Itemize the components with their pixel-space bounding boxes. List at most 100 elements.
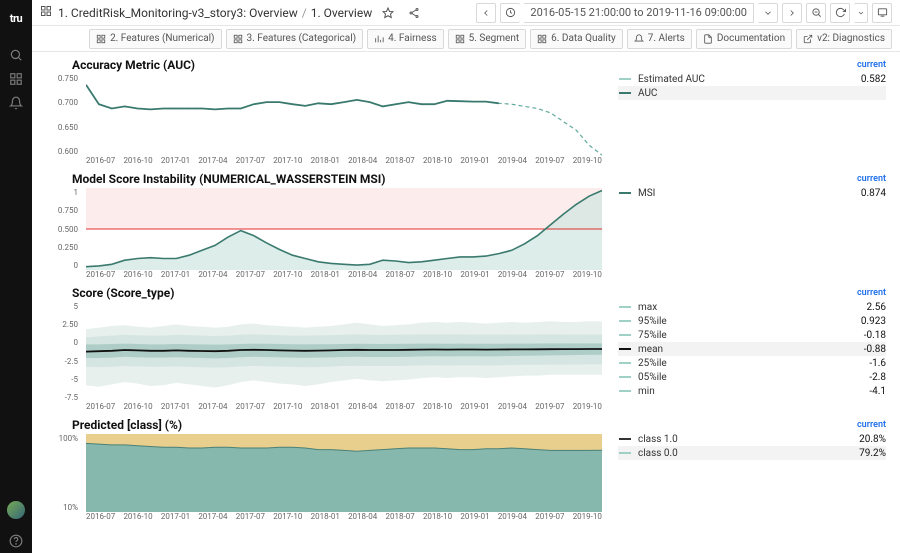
tab-label: 7. Alerts [648, 33, 685, 44]
legend-swatch [618, 390, 632, 392]
legend-row[interactable]: 25%ile-1.6 [618, 356, 886, 370]
panel-title: Accuracy Metric (AUC) [72, 58, 606, 72]
legend-row[interactable]: Estimated AUC0.582 [618, 72, 886, 86]
legend-row[interactable]: 75%ile-0.18 [618, 328, 886, 342]
dashboard-icon [40, 5, 52, 20]
tab-label: Documentation [717, 33, 785, 44]
tab-link[interactable]: 5. Segment [448, 29, 526, 49]
chart-msi[interactable]: 10.7500.5000.2500 2016-072016-102017-012… [38, 188, 606, 280]
tab-link[interactable]: 6. Data Quality [530, 29, 623, 49]
tab-label: 4. Fairness [388, 33, 437, 44]
legend-value: 20.8% [846, 434, 886, 445]
brand-logo: tru [10, 12, 22, 25]
legend-swatch [618, 92, 632, 94]
tv-mode-icon[interactable] [872, 3, 892, 23]
panel-title: Model Score Instability (NUMERICAL_WASSE… [72, 172, 606, 186]
breadcrumb-page[interactable]: 1. Overview [311, 6, 373, 20]
legend-current-label: current [618, 60, 886, 70]
time-range-text[interactable]: 2016-05-15 21:00:00 to 2019-11-16 09:00:… [524, 3, 754, 23]
time-prev-icon[interactable] [476, 3, 496, 23]
dashboards-icon[interactable] [0, 67, 32, 91]
legend-swatch [618, 452, 632, 454]
chevron-down-icon[interactable] [758, 3, 778, 23]
chart-auc[interactable]: 0.7500.7000.6500.600 2016-072016-102017-… [38, 74, 606, 166]
legend-swatch [618, 192, 632, 194]
legend-row[interactable]: max2.56 [618, 300, 886, 314]
help-icon[interactable] [0, 529, 32, 553]
legend-label: 95%ile [638, 316, 846, 327]
refresh-icon[interactable] [830, 3, 850, 23]
legend-value: 0.923 [846, 316, 886, 327]
top-bar: 1. CreditRisk_Monitoring-v3_story3: Over… [32, 0, 900, 26]
panel-area: Accuracy Metric (AUC) 0.7500.7000.6500.6… [32, 52, 900, 553]
legend-label: MSI [638, 188, 846, 199]
legend-label: Estimated AUC [638, 74, 846, 85]
legend-swatch [618, 334, 632, 336]
legend-value: -0.18 [846, 330, 886, 341]
panel-pred: Predicted [class] (%) 100%10% 2016-07201… [38, 416, 894, 522]
legend-row[interactable]: mean-0.88 [618, 342, 886, 356]
tab-label: 3. Features (Categorical) [247, 33, 357, 44]
chart-score[interactable]: 52.500-2.5-5-7.5 2016-072016-102017-0120… [38, 302, 606, 412]
legend-value: 79.2% [846, 448, 886, 459]
legend-label: class 1.0 [638, 434, 846, 445]
panel-title: Score (Score_type) [72, 286, 606, 300]
legend-current-label: current [618, 420, 886, 430]
legend-swatch [618, 438, 632, 440]
tab-link[interactable]: 4. Fairness [367, 29, 444, 49]
tab-label: v2: Diagnostics [817, 33, 885, 44]
legend-row[interactable]: AUC [618, 86, 886, 100]
tab-link[interactable]: 7. Alerts [627, 29, 692, 49]
legend-current-label: current [618, 174, 886, 184]
clock-icon [500, 3, 520, 23]
legend-row[interactable]: class 0.079.2% [618, 446, 886, 460]
legend-label: min [638, 386, 846, 397]
legend-swatch [618, 320, 632, 322]
legend-value: 0.874 [846, 188, 886, 199]
legend-row[interactable]: 95%ile0.923 [618, 314, 886, 328]
legend-row[interactable]: 05%ile-2.8 [618, 370, 886, 384]
legend-value: 2.56 [846, 302, 886, 313]
tab-bar: 2. Features (Numerical) 3. Features (Cate… [32, 26, 900, 52]
chart-pred[interactable]: 100%10% 2016-072016-102017-012017-042017… [38, 434, 606, 522]
tab-link[interactable]: 3. Features (Categorical) [226, 29, 364, 49]
tab-link[interactable]: 2. Features (Numerical) [89, 29, 221, 49]
share-icon[interactable] [404, 3, 424, 23]
legend-label: max [638, 302, 846, 313]
legend-label: class 0.0 [638, 448, 846, 459]
legend-row[interactable]: class 1.020.8% [618, 432, 886, 446]
time-next-icon[interactable] [782, 3, 802, 23]
legend-swatch [618, 78, 632, 80]
side-rail: tru [0, 0, 32, 553]
search-icon[interactable] [0, 43, 32, 67]
legend-swatch [618, 362, 632, 364]
star-icon[interactable] [378, 3, 398, 23]
panel-title: Predicted [class] (%) [72, 418, 606, 432]
tab-label: 2. Features (Numerical) [110, 33, 214, 44]
tab-link[interactable]: v2: Diagnostics [796, 29, 892, 49]
tab-label: 5. Segment [469, 33, 519, 44]
panel-score: Score (Score_type) 52.500-2.5-5-7.5 2016… [38, 284, 894, 412]
legend-value: -1.6 [846, 358, 886, 369]
legend-value: -0.88 [846, 344, 886, 355]
panel-auc: Accuracy Metric (AUC) 0.7500.7000.6500.6… [38, 56, 894, 166]
time-range-picker[interactable]: 2016-05-15 21:00:00 to 2019-11-16 09:00:… [476, 3, 802, 23]
legend-value: 0.582 [846, 74, 886, 85]
panel-msi: Model Score Instability (NUMERICAL_WASSE… [38, 170, 894, 280]
legend-label: 25%ile [638, 358, 846, 369]
legend-swatch [618, 348, 632, 350]
legend-label: mean [638, 344, 846, 355]
zoom-out-icon[interactable] [806, 3, 826, 23]
legend-swatch [618, 306, 632, 308]
breadcrumb: 1. CreditRisk_Monitoring-v3_story3: Over… [58, 6, 372, 20]
legend-label: 05%ile [638, 372, 846, 383]
legend-current-label: current [618, 288, 886, 298]
breadcrumb-dashboard[interactable]: 1. CreditRisk_Monitoring-v3_story3: Over… [58, 6, 298, 20]
legend-label: 75%ile [638, 330, 846, 341]
refresh-menu-icon[interactable] [854, 3, 868, 23]
alerts-icon[interactable] [0, 91, 32, 115]
tab-link[interactable]: Documentation [696, 29, 792, 49]
legend-row[interactable]: min-4.1 [618, 384, 886, 398]
legend-row[interactable]: MSI0.874 [618, 186, 886, 200]
avatar[interactable] [7, 501, 25, 519]
